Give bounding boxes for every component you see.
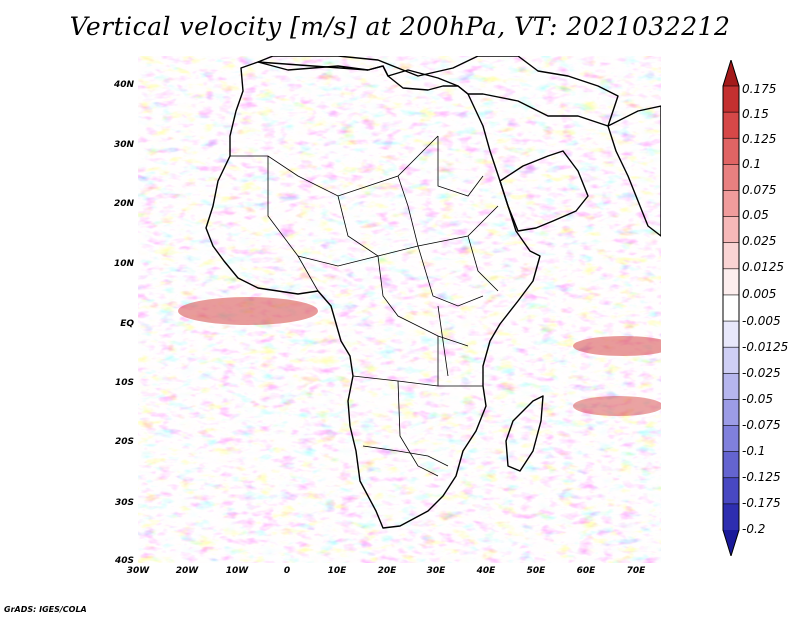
colorbar-segment [722, 503, 740, 531]
arabia-coastline [499, 150, 589, 232]
colorbar-label: -0.075 [742, 418, 781, 432]
europe-coastline [257, 56, 619, 127]
indian-ocean-band [573, 396, 661, 416]
colorbar-segment [722, 346, 740, 375]
colorbar-segment [722, 425, 740, 453]
colorbar-label: 0.075 [742, 183, 777, 197]
colorbar-arrow-bottom [723, 530, 739, 556]
colorbar-segment [722, 320, 740, 348]
lat-label-20n: 20N [113, 199, 134, 209]
country-borders [230, 135, 499, 477]
colorbar-label: 0.125 [742, 132, 777, 146]
colorbar-segment [722, 137, 740, 166]
colorbar-segment [722, 111, 740, 140]
lon-label-10w: 10W [225, 566, 249, 576]
colorbar-outline [722, 60, 740, 556]
madagascar-coastline [505, 395, 544, 472]
itcz-band-east [573, 336, 661, 356]
colorbar-segment [722, 85, 740, 113]
colorbar-segment [722, 190, 740, 218]
lon-label-20w: 20W [175, 566, 199, 576]
colorbar-segment [722, 242, 740, 270]
lat-label-eq: EQ [120, 319, 134, 329]
lon-label-50e: 50E [526, 566, 546, 576]
colorbar-label: 0.175 [742, 82, 777, 96]
india-coastline [607, 105, 661, 237]
colorbar-label: 0.0125 [742, 260, 784, 274]
lon-label-20e: 20E [377, 566, 397, 576]
colorbar-label: 0.1 [742, 157, 762, 171]
lon-label-40e: 40E [476, 566, 496, 576]
africa-coastline [205, 61, 541, 529]
coastlines [205, 56, 661, 529]
colorbar-label: 0.005 [742, 287, 777, 301]
velocity-map [138, 56, 661, 563]
itcz-band-west [178, 297, 318, 325]
lon-label-70e: 70E [626, 566, 646, 576]
lat-label-10n: 10N [113, 259, 134, 269]
lat-label-40s: 40S [114, 556, 134, 566]
colorbar-arrow-top [723, 60, 739, 86]
colorbar-segment [722, 372, 740, 401]
colorbar-label: -0.05 [742, 392, 774, 406]
colorbar-label: 0.025 [742, 234, 777, 248]
colorbar-label: -0.0125 [742, 340, 789, 354]
colorbar-segment [722, 164, 740, 192]
colorbar-segment [722, 451, 740, 479]
colorbar-label: -0.125 [742, 470, 781, 484]
footer-credit: GrADS: IGES/COLA [4, 605, 87, 614]
lat-label-20s: 20S [114, 437, 134, 447]
colorbar-segment [722, 216, 740, 244]
colorbar-segment [722, 294, 740, 322]
colorbar-segment [722, 477, 740, 505]
lon-label-60e: 60E [576, 566, 596, 576]
lat-label-40n: 40N [113, 80, 134, 90]
colorbar [722, 60, 740, 556]
map-title: Vertical velocity [m/s] at 200hPa, VT: 2… [69, 12, 731, 41]
lon-label-0: 0 [283, 566, 291, 576]
colorbar-label: 0.15 [742, 107, 769, 121]
colorbar-label: -0.2 [742, 522, 766, 536]
lon-label-30e: 30E [426, 566, 446, 576]
lon-label-10e: 10E [327, 566, 347, 576]
colorbar-label: -0.175 [742, 496, 781, 510]
colorbar-label: 0.05 [742, 208, 769, 222]
lat-label-30s: 30S [114, 498, 134, 508]
colorbar-label: -0.1 [742, 444, 766, 458]
lat-label-10s: 10S [114, 378, 134, 388]
colorbar-segment [722, 399, 740, 427]
colorbar-label: -0.025 [742, 366, 781, 380]
lon-label-30w: 30W [126, 566, 150, 576]
colorbar-segment [722, 268, 740, 296]
colorbar-label: -0.005 [742, 314, 781, 328]
lat-label-30n: 30N [113, 140, 134, 150]
